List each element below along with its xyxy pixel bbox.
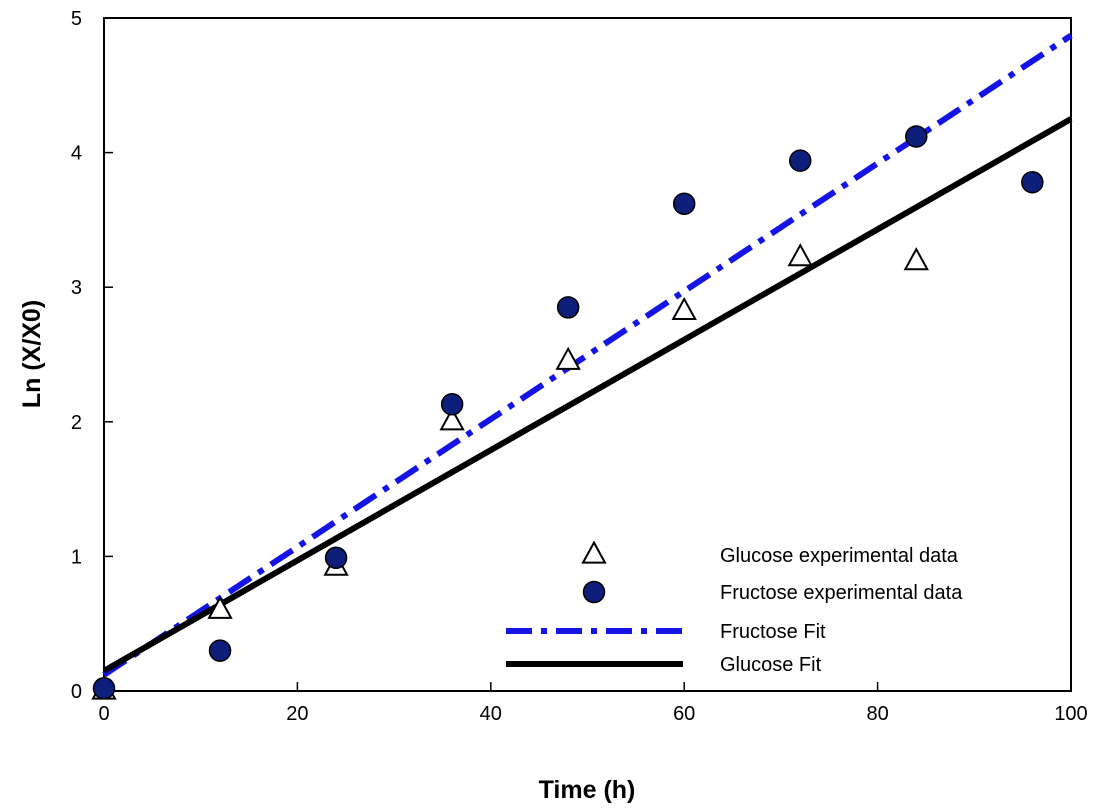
legend-swatch (581, 540, 607, 564)
y-tick-label: 3 (71, 277, 82, 299)
legend: Glucose experimental data Fructose experi… (506, 540, 963, 676)
x-tick-label: 40 (480, 703, 502, 725)
y-tick-label: 5 (71, 8, 82, 30)
data-points (91, 125, 1044, 700)
data-point (672, 192, 696, 215)
data-point (207, 595, 233, 619)
data-point (324, 546, 348, 569)
data-point (556, 296, 580, 319)
data-point (787, 243, 813, 267)
x-tick-label: 80 (866, 703, 888, 725)
data-point (440, 393, 464, 416)
x-tick-label: 60 (673, 703, 695, 725)
y-tick-label: 2 (71, 412, 82, 434)
data-point (439, 407, 465, 431)
data-point (905, 125, 928, 148)
y-axis-title: Ln (X/X0) (18, 300, 46, 408)
legend-label: Fructose experimental data (720, 582, 963, 604)
legend-label: Glucose experimental data (720, 545, 959, 567)
y-tick-label: 4 (71, 143, 82, 165)
y-axis: 0 1 2 3 4 5 (71, 8, 113, 703)
fit-line (102, 116, 1073, 674)
x-tick-label: 0 (98, 703, 109, 725)
data-point (671, 296, 697, 321)
legend-swatch (582, 580, 606, 604)
x-tick-label: 100 (1054, 703, 1087, 725)
y-tick-label: 0 (71, 681, 82, 703)
data-point (788, 149, 812, 172)
data-point (208, 639, 232, 662)
y-tick-label: 1 (71, 546, 82, 568)
plot-frame (103, 17, 1072, 692)
legend-label: Glucose Fit (720, 654, 822, 676)
x-tick-label: 20 (286, 703, 308, 725)
plot-area (103, 17, 1072, 692)
x-axis: 0 20 40 60 80 100 (98, 682, 1088, 725)
legend-label: Fructose Fit (720, 621, 826, 643)
x-axis-title: Time (h) (539, 776, 636, 804)
data-point (92, 677, 116, 700)
data-point (903, 247, 929, 271)
data-point (555, 346, 581, 370)
data-point (1021, 170, 1044, 194)
